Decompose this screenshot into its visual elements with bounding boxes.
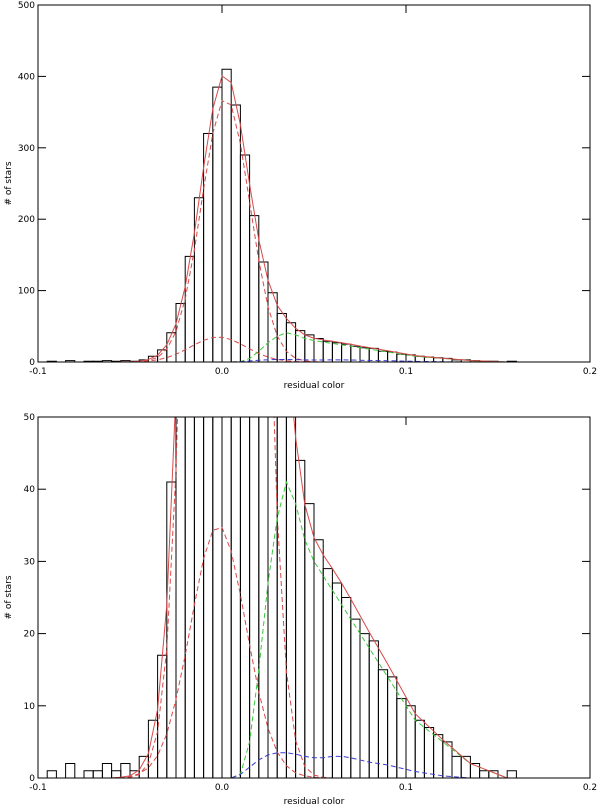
plot-area — [38, 68, 590, 362]
y-axis-label: # of stars — [4, 575, 14, 619]
histogram-bin — [350, 618, 361, 778]
histogram-bin — [341, 597, 352, 778]
histogram-bin — [239, 417, 251, 778]
histogram-bin — [193, 417, 205, 778]
histogram-bin — [239, 154, 251, 362]
histogram-bin — [249, 215, 260, 362]
histogram-bin — [65, 360, 76, 362]
plot-area — [38, 417, 590, 778]
x-tick-label: 0.0 — [215, 783, 230, 793]
x-tick-label: 0.1 — [399, 367, 413, 377]
histogram-bin — [368, 640, 379, 778]
histogram-bin — [46, 770, 57, 778]
y-tick-label: 500 — [18, 1, 35, 11]
y-tick-label: 0 — [29, 774, 35, 784]
model-curve — [111, 99, 517, 362]
histogram-bin — [184, 417, 195, 778]
model-curve — [111, 75, 517, 362]
histogram-bin — [313, 539, 324, 778]
histogram-bin — [249, 417, 260, 778]
model-curve — [111, 526, 517, 778]
histogram-bin — [331, 582, 343, 778]
axes-frame — [37, 4, 591, 363]
y-axis-label: # of stars — [4, 161, 14, 205]
x-tick-label: 0.2 — [583, 367, 597, 377]
histogram-bin — [203, 133, 214, 362]
histogram-bin — [92, 770, 103, 778]
histogram-bin — [221, 417, 232, 778]
histogram-bin — [506, 770, 517, 778]
x-tick-label: 0.0 — [215, 367, 230, 377]
histogram-bin — [377, 669, 389, 778]
histogram-bin — [451, 755, 462, 778]
y-tick-label: 100 — [18, 287, 35, 297]
model-curve — [111, 752, 517, 778]
y-tick-label: 400 — [18, 72, 35, 82]
histogram-bin — [387, 676, 398, 778]
x-tick-label: 0.2 — [583, 783, 597, 793]
histogram-bin — [295, 459, 306, 778]
histogram-bin — [101, 763, 113, 778]
histogram-bin — [359, 633, 370, 778]
histogram-bin — [341, 343, 352, 362]
histogram-bin — [331, 342, 343, 362]
histogram-bin — [479, 770, 490, 778]
histogram-bin — [230, 104, 241, 362]
histogram-bin — [212, 86, 223, 362]
y-tick-label: 300 — [18, 144, 35, 154]
histogram-bin — [276, 417, 287, 778]
model-curve — [111, 417, 517, 778]
axes-frame — [37, 416, 591, 779]
x-axis-label: residual color — [284, 797, 345, 807]
histogram-bin — [285, 322, 297, 362]
y-tick-label: 20 — [24, 630, 36, 640]
histogram-bin — [65, 763, 76, 778]
histogram-bin — [83, 770, 94, 778]
histogram-bin — [405, 705, 416, 778]
y-tick-label: 40 — [24, 485, 36, 495]
panel: -0.1 0.0 0.1 0.2 0 100 200 300 400 500 residual co… — [4, 1, 597, 391]
histogram-bin — [442, 741, 453, 778]
y-tick-label: 50 — [24, 413, 36, 423]
y-tick-label: 0 — [29, 358, 35, 368]
histogram-bin — [221, 68, 232, 362]
x-tick-label: 0.1 — [399, 783, 413, 793]
histogram-bin — [175, 417, 186, 778]
x-axis-label: residual color — [284, 381, 345, 391]
histogram-bin — [414, 719, 425, 778]
x-tick-label: -0.1 — [29, 783, 47, 793]
histogram-bin — [267, 292, 278, 362]
histogram-bin — [488, 770, 499, 778]
histogram-bin — [322, 568, 333, 778]
histogram-bin — [396, 698, 407, 778]
histogram-bin — [322, 340, 333, 362]
histogram-bin — [304, 503, 315, 778]
y-tick-label: 200 — [18, 215, 35, 225]
panel: -0.1 0.0 0.1 0.2 0 10 20 30 40 50 residual color # … — [4, 413, 597, 807]
y-tick-label: 10 — [24, 702, 36, 712]
x-tick-label: -0.1 — [29, 367, 47, 377]
histogram-bin — [423, 726, 435, 778]
histogram-bin — [267, 417, 278, 778]
histogram-bin — [285, 417, 297, 778]
model-curve — [111, 417, 517, 778]
y-tick-label: 30 — [24, 557, 36, 567]
